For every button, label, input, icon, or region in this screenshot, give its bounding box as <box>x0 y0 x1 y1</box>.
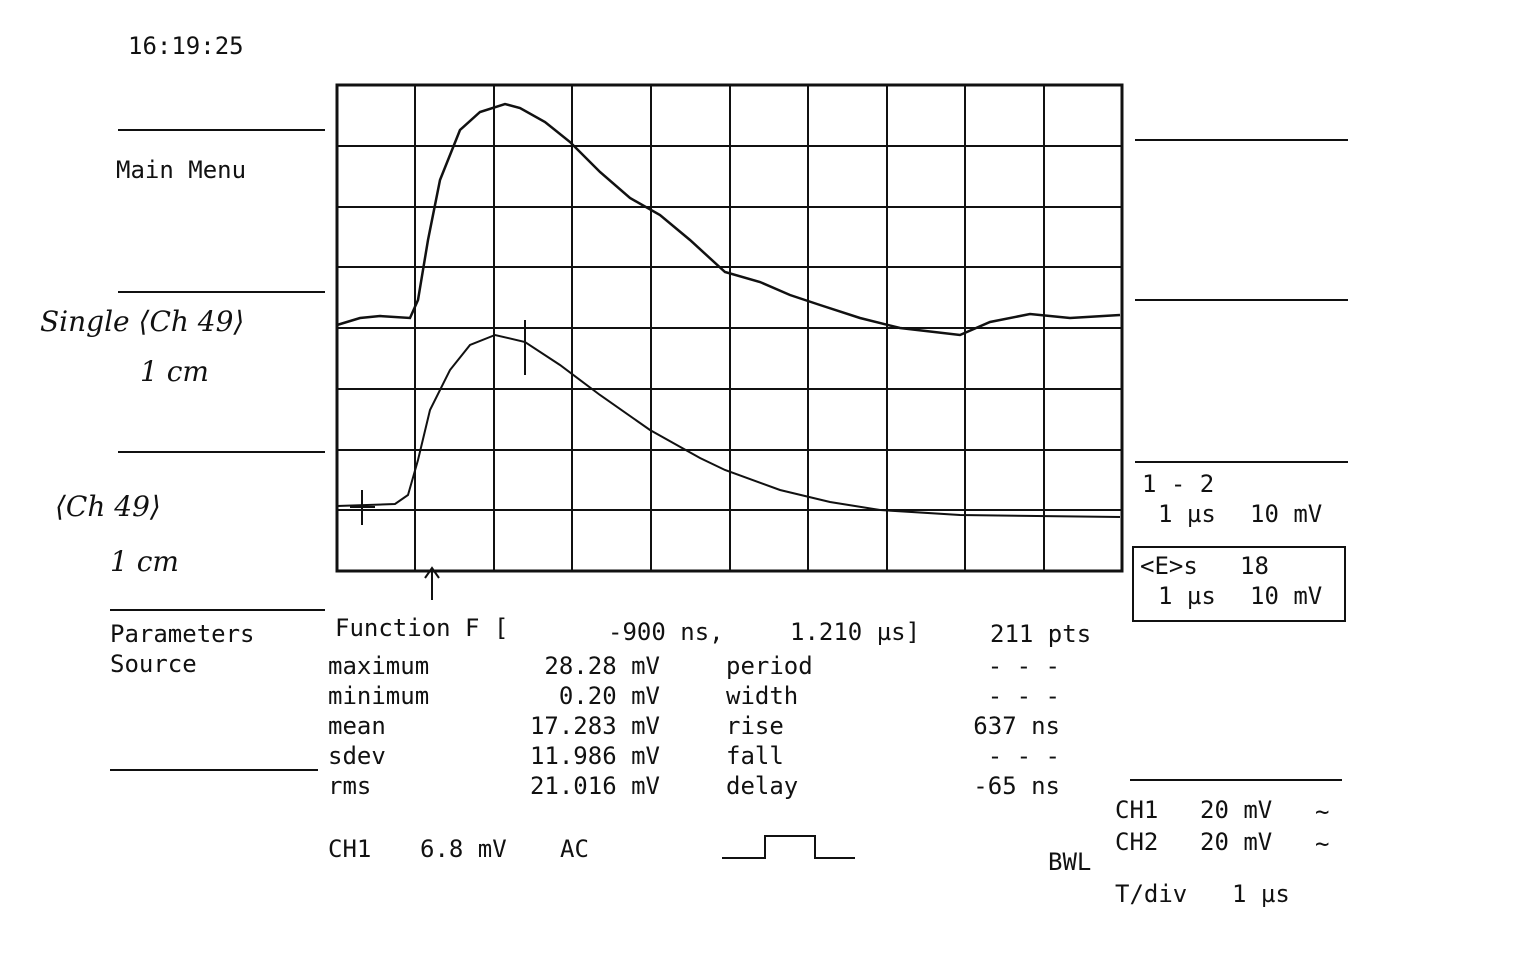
time: 16:19:25 <box>128 32 244 60</box>
param-value: 637 ns <box>973 712 1060 740</box>
box-label: <E>s <box>1140 552 1198 580</box>
pulse-symbol <box>722 835 855 859</box>
param-value: - - - <box>987 742 1060 770</box>
trace-label: 1 - 2 <box>1142 470 1215 498</box>
function-end: 1.210 µs] <box>790 618 921 646</box>
box-scale: 10 mV <box>1250 582 1323 610</box>
param-value: 11.986 mV <box>529 742 660 770</box>
tdiv-value: 1 µs <box>1232 880 1290 908</box>
coupling: AC <box>560 835 589 863</box>
param-name: period <box>726 652 813 680</box>
param-value: -65 ns <box>973 772 1060 800</box>
trace-average <box>336 333 1121 518</box>
param-value: - - - <box>987 652 1060 680</box>
param-name: fall <box>726 742 784 770</box>
trace-single <box>336 102 1121 337</box>
param-name: width <box>726 682 799 710</box>
ch1: CH1 <box>1115 796 1159 824</box>
note: 1 cm <box>110 545 179 578</box>
average-box <box>1132 546 1346 622</box>
note: Single ⟨Ch 49⟩ <box>40 305 245 338</box>
param-value: 0.20 mV <box>558 682 660 710</box>
param-name: delay <box>726 772 799 800</box>
parameters-title: Parameters <box>110 620 255 648</box>
source: Source <box>110 650 197 678</box>
cursor <box>350 320 526 525</box>
function-start: -900 ns, <box>608 618 724 646</box>
param-value: 21.016 mV <box>529 772 660 800</box>
param-value: 17.283 mV <box>529 712 660 740</box>
box-count: 18 <box>1240 552 1269 580</box>
trace-scale: 10 mV <box>1250 500 1323 528</box>
param-value: - - - <box>987 682 1060 710</box>
graticule <box>335 83 1124 573</box>
ch2: CH2 <box>1115 828 1159 856</box>
note: ⟨Ch 49⟩ <box>55 490 161 523</box>
param-name: rise <box>726 712 784 740</box>
ch1-scale: 20 mV <box>1200 796 1273 824</box>
bwl: BWL <box>1048 848 1092 876</box>
param-name: maximum <box>328 652 430 680</box>
function-points: 211 pts <box>990 620 1092 648</box>
param-name: sdev <box>328 742 386 770</box>
param-name: mean <box>328 712 386 740</box>
tdiv: T/div <box>1115 880 1188 908</box>
ch2-coupling: ~ <box>1315 830 1330 858</box>
param-name: minimum <box>328 682 430 710</box>
note: 1 cm <box>140 355 209 388</box>
box-timebase: 1 µs <box>1158 582 1216 610</box>
ch2-scale: 20 mV <box>1200 828 1273 856</box>
trigger-arrow <box>424 566 440 600</box>
side-rules <box>110 129 1348 781</box>
trigger-level: 6.8 mV <box>420 835 507 863</box>
param-name: rms <box>328 772 372 800</box>
menu: Main Menu <box>116 156 247 184</box>
trace-timebase: 1 µs <box>1158 500 1216 528</box>
param-value: 28.28 mV <box>544 652 660 680</box>
function: Function F [ <box>335 614 509 642</box>
trigger-channel: CH1 <box>328 835 372 863</box>
ch1-coupling: ~ <box>1315 798 1330 826</box>
